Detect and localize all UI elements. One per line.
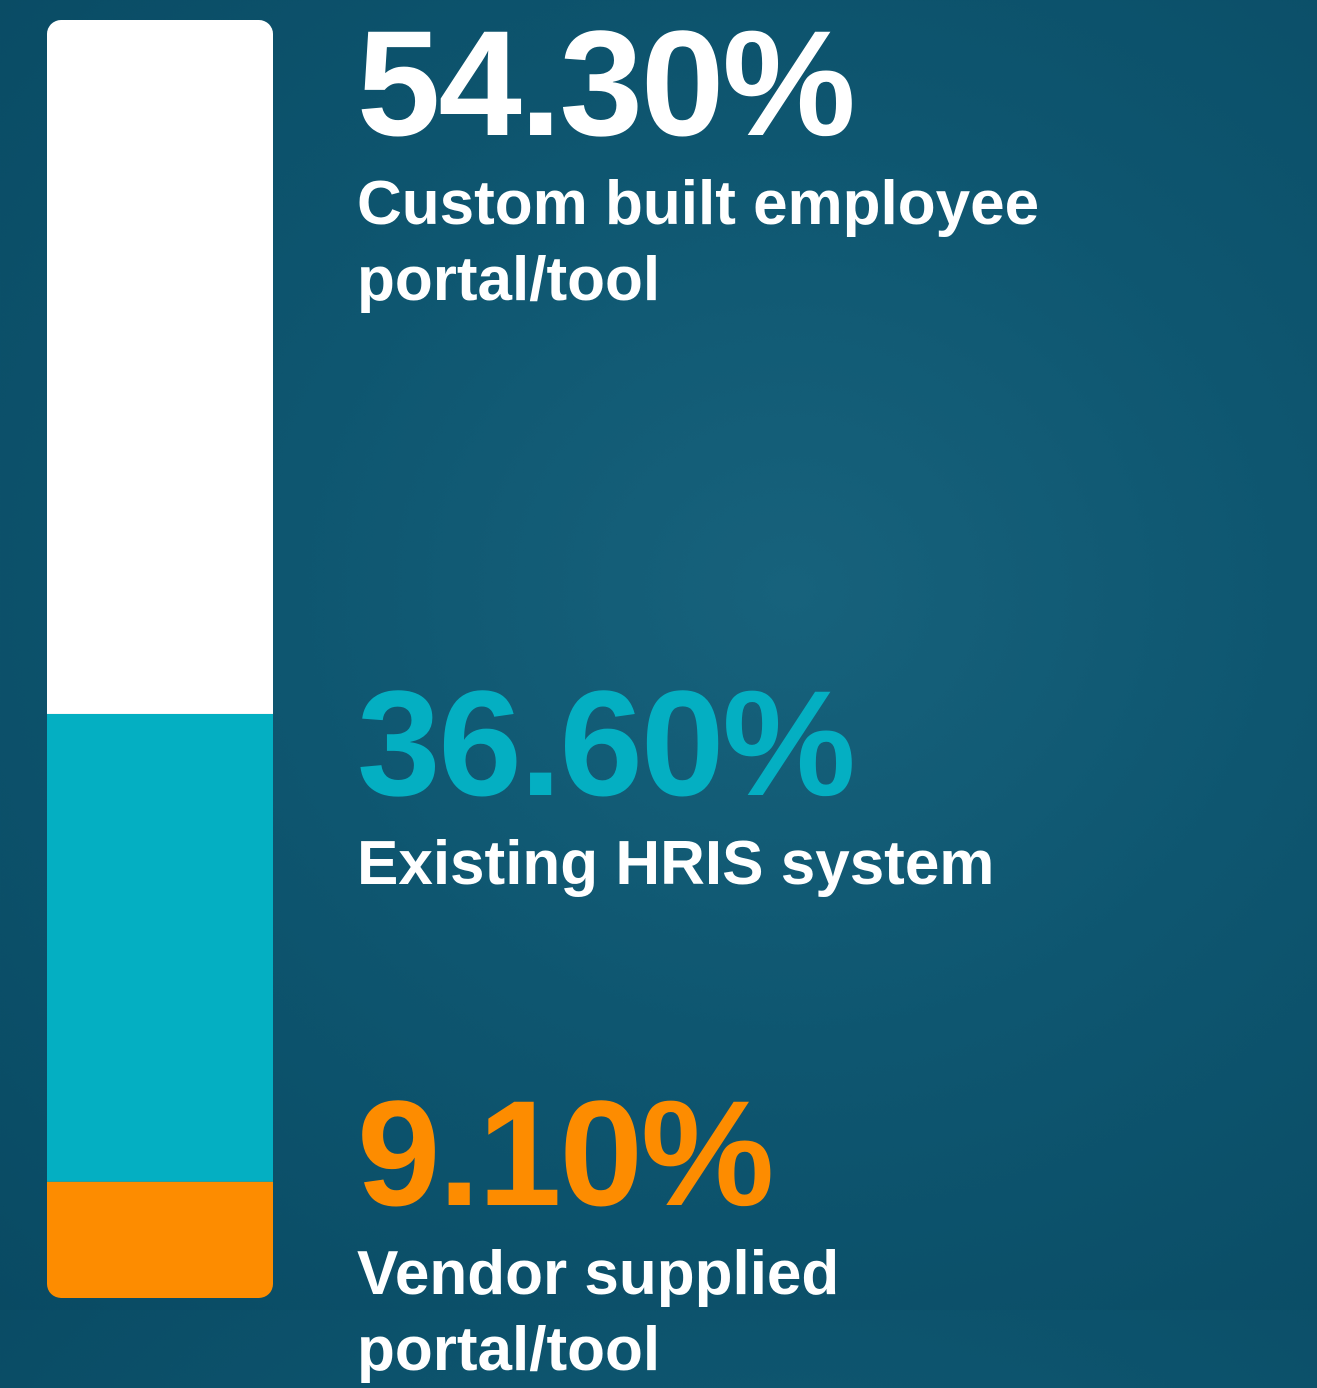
- value-label: 9.10%: [357, 1078, 1297, 1228]
- label-group: 9.10%Vendor supplied portal/tool: [357, 1078, 1297, 1388]
- label-group: 54.30%Custom built employee portal/tool: [357, 8, 1297, 318]
- bar-segment: [47, 714, 273, 1182]
- value-label: 54.30%: [357, 8, 1297, 158]
- chart: [0, 0, 320, 1310]
- bar-segment: [47, 20, 273, 714]
- category-label: Vendor supplied portal/tool: [357, 1236, 1157, 1388]
- bar-segment: [47, 1182, 273, 1298]
- value-label: 36.60%: [357, 668, 1297, 818]
- stacked-bar: [47, 20, 273, 1298]
- category-label: Custom built employee portal/tool: [357, 166, 1157, 318]
- page: 54.30%Custom built employee portal/tool 3…: [0, 0, 1317, 1310]
- category-label: Existing HRIS system: [357, 826, 1157, 902]
- label-group: 36.60% Existing HRIS system: [357, 668, 1297, 902]
